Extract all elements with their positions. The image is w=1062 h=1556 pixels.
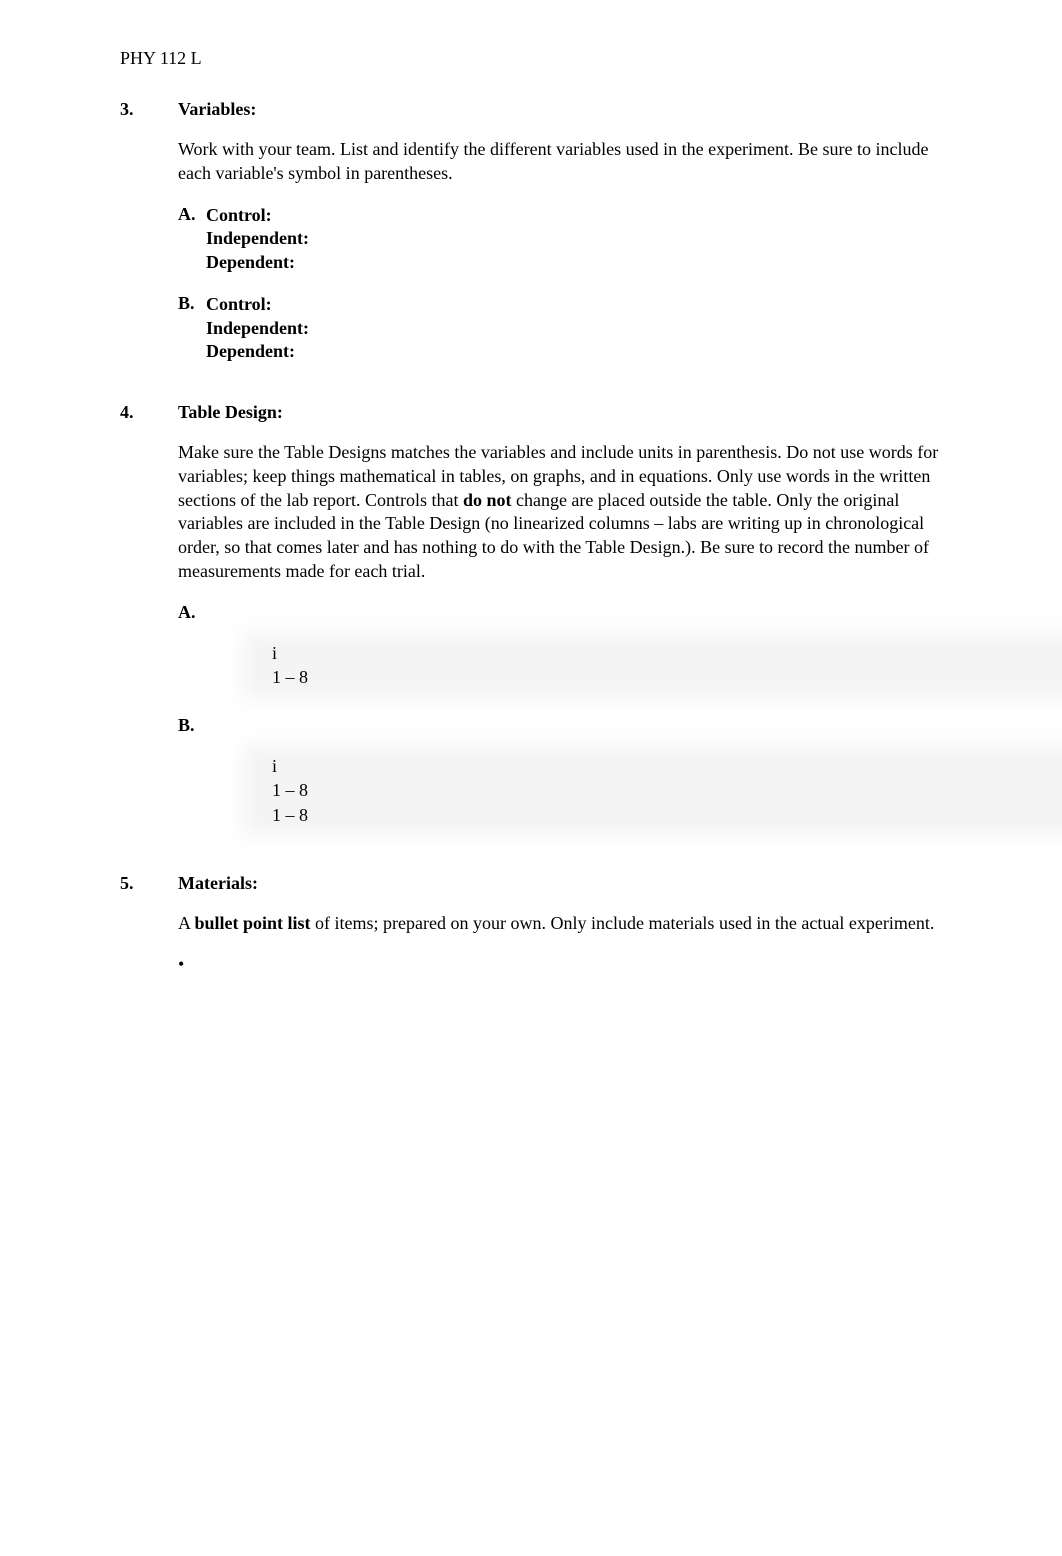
page: PHY 112 L 3. Variables: Work with your t…: [0, 0, 1062, 1556]
sub-a-independent: Independent:: [206, 227, 942, 251]
table-a-content: i 1 – 8: [250, 641, 942, 690]
section-body-3: Variables: Work with your team. List and…: [178, 99, 942, 382]
table-b-row-1: i: [272, 754, 942, 778]
section-number-5: 5.: [120, 873, 178, 975]
sub-b-dependent: Dependent:: [206, 340, 942, 364]
sub-b-content: Control: Independent: Dependent:: [206, 293, 942, 364]
table-design-instructions: Make sure the Table Designs matches the …: [178, 441, 942, 584]
mat-para-post: of items; prepared on your own. Only inc…: [311, 913, 935, 933]
sub-a-content: Control: Independent: Dependent:: [206, 204, 942, 275]
section-variables: 3. Variables: Work with your team. List …: [120, 99, 942, 382]
sub-b-independent: Independent:: [206, 317, 942, 341]
course-header: PHY 112 L: [120, 48, 942, 69]
table-b-content: i 1 – 8 1 – 8: [250, 754, 942, 827]
section-title-materials: Materials:: [178, 873, 942, 894]
td-para-bold: do not: [463, 490, 512, 510]
section-body-5: Materials: A bullet point list of items;…: [178, 873, 942, 975]
sub-a-control: Control:: [206, 204, 942, 228]
sub-letter-a: A.: [178, 204, 206, 275]
sub-letter-b: B.: [178, 293, 206, 364]
variables-sub-list: A. Control: Independent: Dependent: B. C…: [178, 204, 942, 365]
section-body-4: Table Design: Make sure the Table Design…: [178, 402, 942, 853]
section-table-design: 4. Table Design: Make sure the Table Des…: [120, 402, 942, 853]
variables-sub-b: B. Control: Independent: Dependent:: [178, 293, 942, 364]
section-materials: 5. Materials: A bullet point list of ite…: [120, 873, 942, 975]
table-a-box: i 1 – 8: [250, 641, 942, 690]
section-number-3: 3.: [120, 99, 178, 382]
table-b-row-3: 1 – 8: [272, 803, 942, 827]
materials-instructions: A bullet point list of items; prepared o…: [178, 912, 942, 936]
table-b-box: i 1 – 8 1 – 8: [250, 754, 942, 827]
section-title-variables: Variables:: [178, 99, 942, 120]
mat-para-bold: bullet point list: [195, 913, 311, 933]
sub-b-control: Control:: [206, 293, 942, 317]
table-b-row-2: 1 – 8: [272, 778, 942, 802]
variables-sub-a: A. Control: Independent: Dependent:: [178, 204, 942, 275]
table-a-row-2: 1 – 8: [272, 665, 942, 689]
mat-para-pre: A: [178, 913, 195, 933]
table-a-heading: A.: [178, 602, 942, 623]
section-number-4: 4.: [120, 402, 178, 853]
table-b-heading: B.: [178, 715, 942, 736]
bullet-glyph: •: [178, 954, 942, 975]
section-title-table-design: Table Design:: [178, 402, 942, 423]
variables-instructions: Work with your team. List and identify t…: [178, 138, 942, 186]
sub-a-dependent: Dependent:: [206, 251, 942, 275]
table-a-row-1: i: [272, 641, 942, 665]
